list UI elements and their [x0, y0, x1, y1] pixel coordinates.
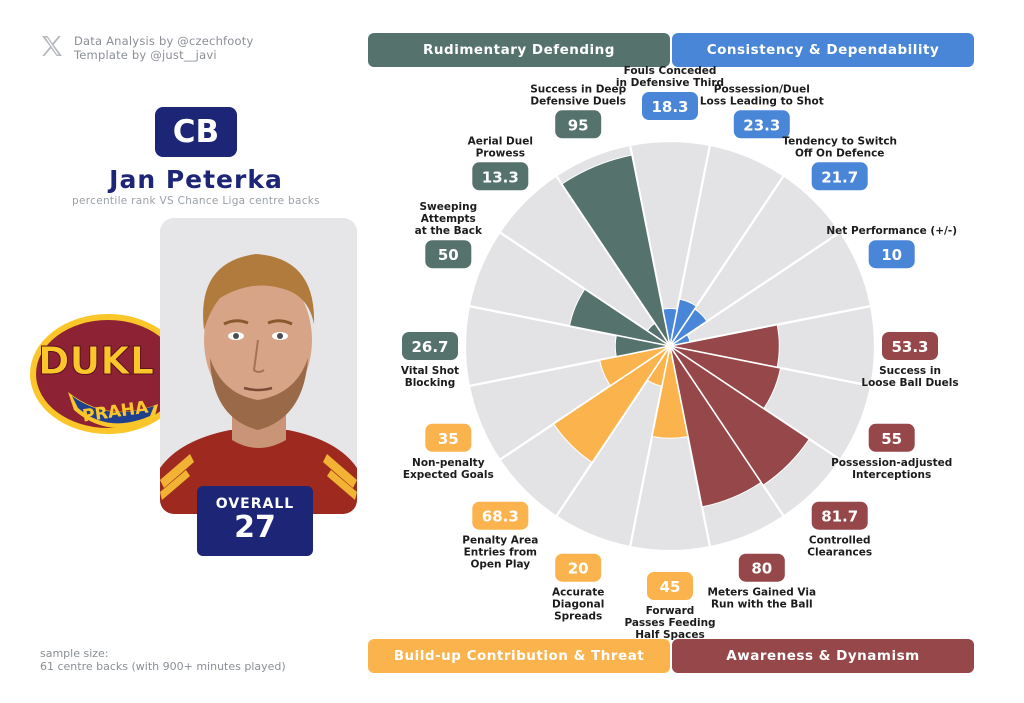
- radar-spoke: [669, 175, 785, 347]
- value-label: 53.3: [891, 338, 928, 356]
- sample-size-detail: 61 centre backs (with 900+ minutes playe…: [40, 660, 286, 673]
- player-photo: [160, 218, 357, 514]
- value-pill: [733, 110, 790, 139]
- value-pill: [555, 553, 602, 582]
- credit-analysis: Data Analysis by @czechfooty: [74, 34, 254, 48]
- radar-spoke: [669, 231, 841, 347]
- category-buildup-contribution: Build-up Contribution & Threat: [368, 639, 670, 673]
- metric-label: Tendency to Switch Off On Defence: [782, 135, 897, 159]
- value-label: 13.3: [482, 168, 519, 186]
- value-pill: [811, 162, 868, 191]
- value-pill: [647, 572, 693, 600]
- radar-spoke: [555, 175, 671, 347]
- overall-label: OVERALL: [215, 496, 295, 512]
- value-label: 80: [751, 560, 772, 578]
- metric-label: Fouls Conceded in Defensive Third: [616, 65, 724, 89]
- value-label: 10: [881, 246, 902, 264]
- radar-spoke: [555, 345, 671, 517]
- value-pill: [642, 92, 698, 120]
- overall-score-box: OVERALL 27: [197, 486, 313, 556]
- value-pill: [811, 501, 868, 530]
- club-logo: DUKL PRAHA: [30, 314, 186, 434]
- value-label: 81.7: [821, 508, 858, 526]
- radar-spoke: [629, 345, 671, 548]
- value-label: 45: [660, 578, 681, 596]
- value-label: 95: [568, 116, 589, 134]
- metric-label: Sweeping Attempts at the Back: [415, 201, 483, 237]
- radar-spoke: [629, 144, 671, 347]
- metric-label: Success in Loose Ball Duels: [861, 365, 958, 389]
- metric-label: Possession/Duel Loss Leading to Shot: [700, 83, 824, 107]
- overall-value: 27: [234, 510, 276, 545]
- value-label: 20: [568, 560, 589, 578]
- metric-label: Penalty Area Entries from Open Play: [462, 535, 538, 571]
- sample-size: sample size: 61 centre backs (with 900+ …: [40, 647, 286, 673]
- credits: Data Analysis by @czechfooty Template by…: [40, 34, 254, 62]
- player-name: Jan Peterka: [109, 165, 283, 194]
- metric-label: Net Performance (+/-): [826, 225, 957, 237]
- metric-label: Possession-adjusted Interceptions: [831, 457, 952, 481]
- value-label: 23.3: [743, 116, 780, 134]
- value-pill: [738, 553, 785, 582]
- radar-spoke: [468, 345, 671, 387]
- metric-label: Aerial Duel Prowess: [468, 135, 533, 159]
- metric-label: Accurate Diagonal Spreads: [552, 587, 604, 623]
- position-badge: CB: [155, 107, 237, 157]
- sample-size-label: sample size:: [40, 647, 109, 660]
- value-pill: [868, 423, 915, 452]
- value-label: 21.7: [821, 168, 858, 186]
- value-label: 26.7: [411, 338, 448, 356]
- value-pill: [402, 332, 458, 360]
- chart-subtitle: percentile rank VS Chance Liga centre ba…: [72, 195, 320, 207]
- metric-label: Meters Gained Via Run with the Ball: [708, 587, 817, 611]
- player-portrait-image: [160, 218, 357, 514]
- category-awareness-dynamism: Awareness & Dynamism: [672, 639, 974, 673]
- radar-spoke: [499, 231, 671, 347]
- credit-template: Template by @just__javi: [74, 48, 217, 62]
- value-pill: [868, 240, 915, 269]
- radar-spoke: [669, 345, 711, 548]
- value-label: 55: [881, 430, 902, 448]
- value-label: 18.3: [651, 98, 688, 116]
- value-label: 68.3: [482, 508, 519, 526]
- metric-label: Forward Passes Feeding Half Spaces: [624, 605, 715, 641]
- radar-spoke: [669, 305, 872, 347]
- metric-label: Success in Deep Defensive Duels: [530, 83, 626, 107]
- metric-label: Vital Shot Blocking: [401, 365, 459, 389]
- value-label: 50: [438, 246, 459, 264]
- radar-spoke: [669, 345, 785, 517]
- category-rudimentary-defending: Rudimentary Defending: [368, 33, 670, 67]
- value-pill: [425, 423, 472, 452]
- value-pill: [472, 501, 529, 530]
- svg-text:DUKL: DUKL: [38, 339, 154, 383]
- metric-label: Non-penalty Expected Goals: [403, 457, 494, 481]
- value-pill: [425, 240, 472, 269]
- radar-spoke: [669, 345, 841, 461]
- radar-spoke: [499, 345, 671, 461]
- category-consistency-dependability: Consistency & Dependability: [672, 33, 974, 67]
- value-label: 35: [438, 430, 459, 448]
- value-pill: [555, 110, 602, 139]
- radar-spoke: [669, 144, 711, 347]
- x-logo-icon[interactable]: [40, 34, 64, 58]
- radar-spoke: [669, 345, 872, 387]
- value-pill: [882, 332, 938, 360]
- value-pill: [472, 162, 529, 191]
- metric-label: Controlled Clearances: [807, 535, 872, 559]
- radar-spoke: [468, 305, 671, 347]
